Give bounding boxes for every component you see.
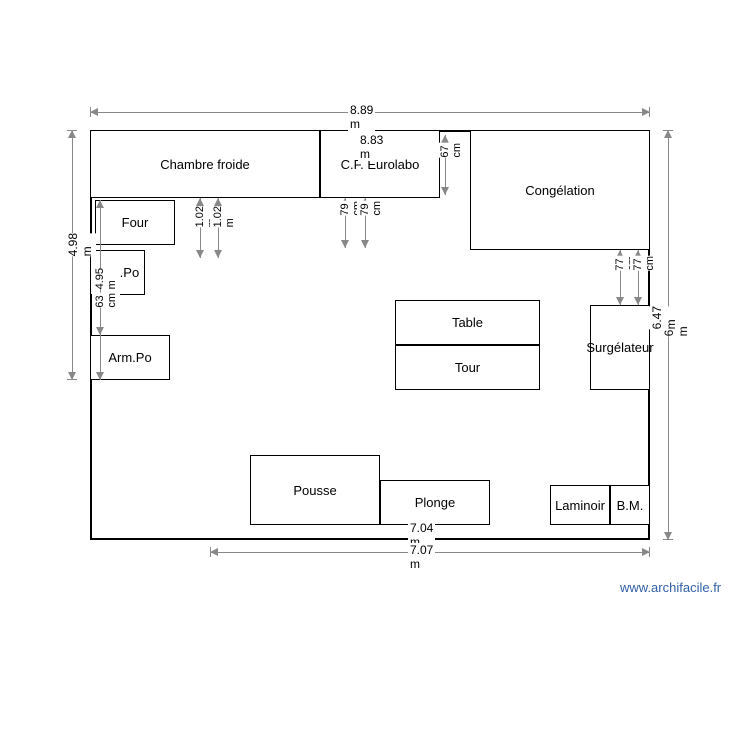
floor-plan-canvas: Chambre froideC.F. EurolaboCongélationFo… [0, 0, 750, 750]
room-tour: Tour [395, 345, 540, 390]
room-plonge: Plonge [380, 480, 490, 525]
room-laminoir: Laminoir [550, 485, 610, 525]
room-chambre_froide: Chambre froide [90, 130, 320, 198]
room-congelation: Congélation [470, 130, 650, 250]
room-surgelateur: Surgélateur [590, 305, 650, 390]
room-pousse: Pousse [250, 455, 380, 525]
room-table: Table [395, 300, 540, 345]
room-bm: B.M. [610, 485, 650, 525]
credit-link[interactable]: www.archifacile.fr [620, 580, 721, 595]
room-four: Four [95, 200, 175, 245]
